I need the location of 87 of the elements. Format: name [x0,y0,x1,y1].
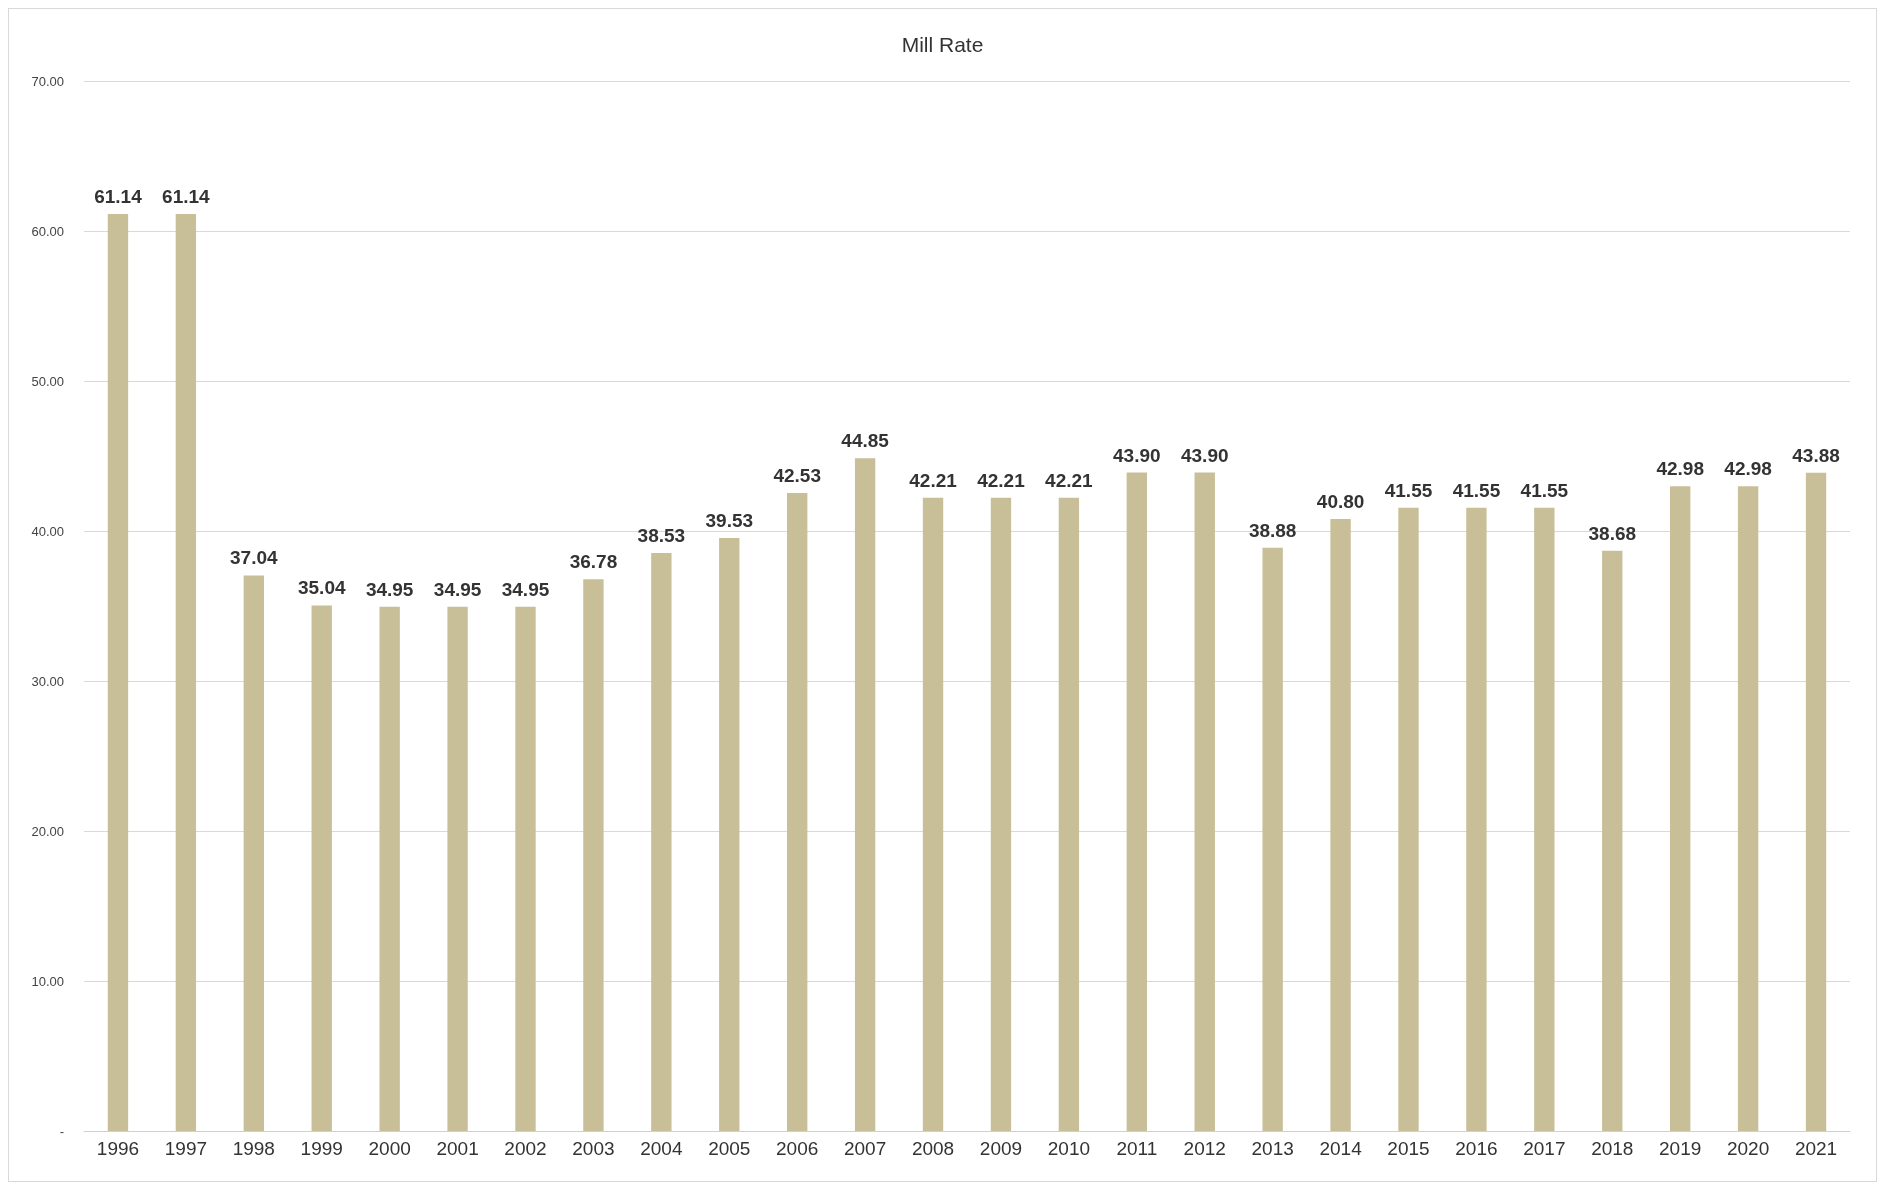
data-label: 42.53 [773,465,821,487]
x-tick-label: 2002 [504,1138,547,1159]
y-tick-label: - [59,1123,64,1139]
bar [1126,472,1147,1131]
bar [651,553,672,1131]
data-label: 61.14 [94,185,143,207]
data-label: 34.95 [501,578,550,600]
x-tick-label: 1997 [164,1138,208,1159]
x-tick-label: 2005 [708,1138,751,1159]
chart-title: Mill Rate [901,33,984,56]
data-label: 34.95 [433,578,482,600]
bar [243,575,264,1131]
data-label: 38.68 [1588,522,1637,544]
x-tick-label: 2001 [436,1138,479,1159]
data-label: 35.04 [297,577,346,599]
bar [107,213,129,1131]
x-tick-label: 2009 [979,1138,1023,1159]
data-label: 42.98 [1724,458,1772,480]
data-label: 41.55 [1384,479,1433,501]
data-label: 43.90 [1180,444,1229,466]
x-tick-label: 2011 [1116,1138,1158,1159]
x-tick-label: 2012 [1183,1138,1226,1159]
x-tick-label: 2000 [368,1138,411,1159]
data-label: 42.21 [1045,469,1094,491]
bar [1534,507,1555,1131]
x-tick-label: 2015 [1387,1138,1430,1159]
x-tick-label: 1996 [96,1138,140,1159]
x-tick-label: 2018 [1591,1138,1634,1159]
data-label: 44.85 [841,430,890,452]
bar [990,497,1012,1131]
bar [1330,519,1351,1131]
data-label: 41.55 [1452,479,1501,501]
y-tick-label: 50.00 [31,373,64,389]
x-tick-label: 2008 [911,1138,955,1159]
data-label: 37.04 [230,547,279,569]
bar [1670,486,1691,1131]
data-label: 43.90 [1113,444,1161,466]
y-tick-label: 60.00 [31,223,64,239]
bar [1466,507,1487,1131]
x-tick-label: 2006 [776,1138,819,1159]
bar [515,606,536,1131]
bar [787,493,808,1131]
bar [854,458,876,1131]
x-tick-label: 2013 [1251,1138,1294,1159]
x-tick-label: 1999 [300,1138,343,1159]
bar [175,213,197,1131]
x-tick-label: 2014 [1319,1138,1363,1159]
y-tick-label: 10.00 [31,973,64,989]
bar [922,497,944,1131]
bar [1737,486,1759,1131]
bar [1805,472,1827,1131]
x-tick-label: 2017 [1523,1138,1566,1159]
x-tick-label: 2021 [1794,1138,1838,1159]
y-tick-label: 40.00 [31,523,64,539]
bar [1602,550,1623,1131]
data-label: 43.88 [1792,444,1840,466]
x-tick-label: 2016 [1455,1138,1498,1159]
x-tick-label: 2010 [1047,1138,1091,1159]
x-tick-label: 2020 [1726,1138,1770,1159]
x-tick-label: 2007 [843,1138,887,1159]
data-label: 42.21 [977,469,1026,491]
bar [379,606,400,1131]
data-label: 36.78 [569,551,618,573]
y-tick-label: 70.00 [31,73,64,89]
data-label: 34.95 [365,578,414,600]
x-tick-label: 2003 [572,1138,615,1159]
y-tick-label: 30.00 [31,673,64,689]
bar [1262,547,1283,1131]
x-tick-label: 1998 [232,1138,275,1159]
x-tick-label: 2019 [1659,1138,1702,1159]
bar [1058,497,1080,1131]
y-tick-label: 20.00 [31,823,64,839]
data-label: 40.80 [1316,491,1365,512]
data-label: 38.53 [637,525,686,547]
bar [719,538,740,1131]
data-label: 42.98 [1656,458,1704,480]
x-tick-label: 2004 [640,1138,683,1159]
bar [583,579,604,1131]
data-label: 42.21 [909,469,958,491]
data-label: 38.88 [1248,519,1297,541]
data-label: 39.53 [705,510,754,532]
bar [1194,472,1215,1131]
data-label: 61.14 [162,185,211,207]
bar [311,605,332,1131]
data-label: 41.55 [1520,479,1569,501]
bar [1398,507,1419,1131]
bar [447,606,468,1131]
